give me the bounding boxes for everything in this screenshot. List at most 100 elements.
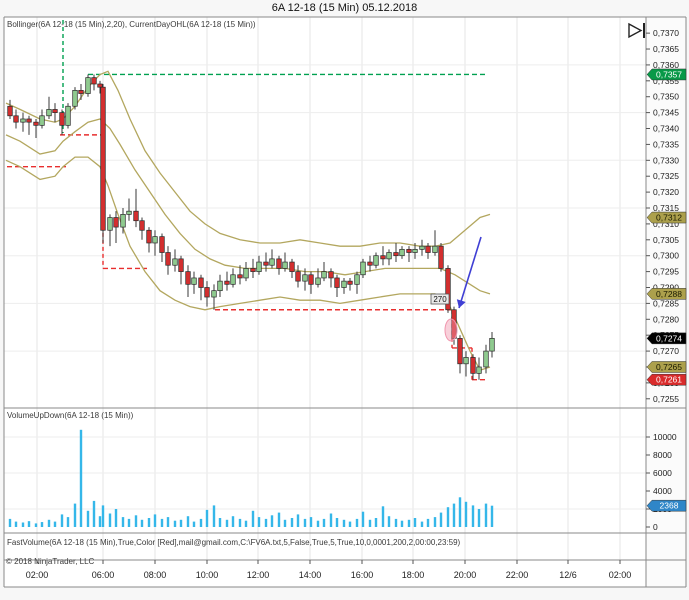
candle-down xyxy=(178,258,184,272)
time-tick-label: 08:00 xyxy=(144,570,167,580)
volume-bar xyxy=(218,518,222,527)
candle-down xyxy=(380,255,386,260)
axis-badge xyxy=(646,211,687,224)
volume-bar xyxy=(446,507,450,527)
volume-bar xyxy=(73,503,77,527)
volume-bar xyxy=(290,518,294,527)
volume-bar xyxy=(186,516,190,527)
volume-bar xyxy=(114,509,118,527)
candle-up xyxy=(230,274,236,285)
candle-down xyxy=(328,271,334,279)
candle-down xyxy=(59,112,65,126)
volume-bar xyxy=(400,520,404,527)
go-to-end-icon[interactable] xyxy=(628,22,645,39)
volume-bar xyxy=(53,521,57,527)
candle-up xyxy=(489,338,495,352)
candle-up xyxy=(65,105,71,126)
candle-up xyxy=(191,277,197,285)
candle-up xyxy=(282,261,288,269)
volume-tick-label: 10000 xyxy=(653,432,677,442)
volume-bar xyxy=(66,517,70,527)
axis-badge xyxy=(646,373,687,386)
volume-bar xyxy=(134,515,138,527)
volume-bar xyxy=(147,518,151,527)
candle-down xyxy=(237,274,243,279)
volume-bar xyxy=(60,514,64,527)
candle-up xyxy=(373,255,379,266)
candle-down xyxy=(113,217,119,228)
time-tick-label: 10:00 xyxy=(196,570,219,580)
candle-down xyxy=(165,252,171,266)
candle-down xyxy=(185,271,191,285)
candle-down xyxy=(159,236,165,253)
bollinger-lower-band xyxy=(5,156,491,371)
volume-bar xyxy=(27,521,31,527)
axis-badge xyxy=(646,332,687,345)
volume-tick-label: 0 xyxy=(653,522,658,532)
volume-bar xyxy=(121,517,125,527)
price-marker-box xyxy=(430,293,450,305)
candle-down xyxy=(139,220,145,231)
candle-down xyxy=(7,105,13,117)
price-tick-label: 0,7320 xyxy=(653,187,679,197)
candle-up xyxy=(341,280,347,288)
candle-down xyxy=(347,280,353,285)
candlestick-series xyxy=(7,74,495,380)
price-tick-label: 0,7345 xyxy=(653,108,679,118)
candle-up xyxy=(107,217,113,231)
candle-down xyxy=(13,115,19,123)
candle-up xyxy=(152,236,158,244)
annotations: 270 xyxy=(430,236,482,342)
candle-up xyxy=(321,271,327,279)
candle-down xyxy=(393,252,399,257)
candle-down xyxy=(276,258,282,269)
bollinger-middle-band xyxy=(5,118,491,295)
candle-down xyxy=(289,261,295,272)
volume-bar xyxy=(355,518,359,527)
volume-bar xyxy=(303,518,307,527)
fastvolume-panel-indicator-label: FastVolume(6A 12-18 (15 Min),True,Color … xyxy=(7,538,461,547)
volume-bar xyxy=(452,503,456,527)
volume-bar xyxy=(407,519,411,527)
volume-bar xyxy=(471,505,475,527)
chart-title: 6A 12-18 (15 Min) 05.12.2018 xyxy=(271,2,418,14)
volume-bar xyxy=(413,518,417,527)
volume-bar xyxy=(192,521,196,527)
volume-bar xyxy=(179,519,183,527)
candle-up xyxy=(386,252,392,260)
volume-bar xyxy=(277,512,281,527)
price-tick-label: 0,7340 xyxy=(653,124,679,134)
price-tick-label: 0,7310 xyxy=(653,219,679,229)
volume-bar xyxy=(490,505,494,527)
axis-badge-value: 0,7357 xyxy=(656,69,682,79)
candle-down xyxy=(445,268,451,311)
volume-bar xyxy=(225,519,229,527)
volume-bar xyxy=(8,518,12,527)
volume-bar xyxy=(374,518,378,527)
candle-up xyxy=(46,109,52,117)
candle-up xyxy=(302,274,308,282)
price-tick-label: 0,7300 xyxy=(653,251,679,261)
volume-bar xyxy=(342,519,346,527)
volume-bar xyxy=(160,518,164,527)
volume-bar xyxy=(394,518,398,527)
candle-up xyxy=(85,77,91,94)
price-panel-indicator-label: Bollinger(6A 12-18 (15 Min),2,20), Curre… xyxy=(7,20,256,29)
candle-down xyxy=(425,245,431,253)
volume-bar xyxy=(348,521,352,527)
time-axis[interactable]: 02:00 06:00 08:00 10:00 12:00 14:00 16:00 18:00… xyxy=(26,560,632,580)
time-tick-label: 12:00 xyxy=(247,570,270,580)
volume-bar xyxy=(309,517,313,527)
candle-up xyxy=(211,290,217,298)
price-tick-label: 0,7255 xyxy=(653,394,679,404)
axis-badge xyxy=(646,361,687,373)
candle-up xyxy=(432,245,438,253)
candle-up xyxy=(476,366,482,374)
volume-bar xyxy=(14,521,18,527)
candle-down xyxy=(198,277,204,288)
volume-bar xyxy=(212,505,216,527)
volume-bar xyxy=(34,523,38,527)
candle-down xyxy=(308,274,314,285)
price-tick-label: 0,7305 xyxy=(653,235,679,245)
